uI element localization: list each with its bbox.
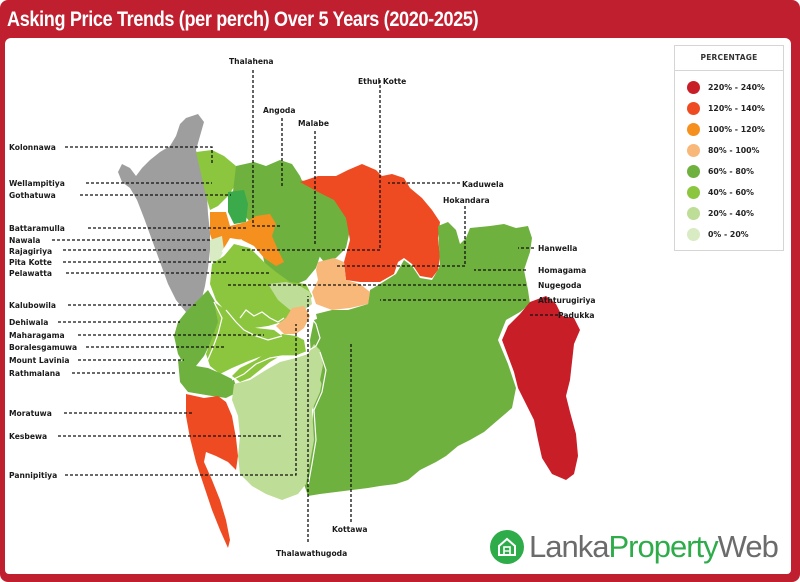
region-kottawa[interactable]: [316, 306, 380, 394]
brand-name-part1: Lanka: [529, 529, 609, 564]
label-hanwella: Hanwella: [538, 244, 577, 253]
legend-item: 0% - 20%: [687, 227, 749, 241]
region-battaramulla[interactable]: [210, 212, 284, 266]
label-athturugiriya: Athturugiriya: [538, 296, 596, 305]
legend-swatch-icon: [687, 143, 700, 157]
legend-label: 100% - 120%: [708, 124, 765, 134]
leader-lines: [52, 70, 558, 542]
label-dehiwala: Dehiwala: [9, 318, 48, 327]
label-hokandara: Hokandara: [443, 196, 490, 205]
legend-label: 20% - 40%: [708, 208, 754, 218]
label-pita-kotte: Pita Kotte: [9, 258, 52, 267]
label-ethul-kotte: Ethul Kotte: [358, 77, 406, 86]
area-labels: Kolonnawa Wellampitiya Gothatuwa Battara…: [9, 57, 596, 558]
region-rathmalana[interactable]: [178, 360, 238, 398]
legend-label: 0% - 20%: [708, 229, 749, 239]
legend-label: 60% - 80%: [708, 166, 754, 176]
label-kolonnawa: Kolonnawa: [9, 143, 56, 152]
label-kalubowila: Kalubowila: [9, 301, 56, 310]
label-nugegoda: Nugegoda: [538, 281, 582, 290]
legend-swatch-icon: [687, 80, 700, 94]
brand-name-part3: Web: [717, 529, 779, 564]
label-boralesgamuwa: Boralesgamuwa: [9, 343, 77, 352]
region-maharagama[interactable]: [206, 302, 282, 374]
region-gothatuwa[interactable]: [228, 190, 248, 224]
region-kaduwela[interactable]: [300, 164, 440, 282]
region-padukka[interactable]: [502, 296, 580, 480]
legend-swatch-icon: [687, 227, 700, 241]
label-pannipitiya: Pannipitiya: [9, 471, 57, 480]
brand-logo: LankaPropertyWeb: [490, 525, 779, 569]
label-padukka: Padukka: [558, 311, 595, 320]
region-malabe[interactable]: [300, 180, 350, 262]
legend-label: 120% - 140%: [708, 103, 765, 113]
region-colombo-city[interactable]: [118, 114, 210, 312]
legend-title: PERCENTAGE: [675, 46, 783, 71]
legend-item: 100% - 120%: [687, 122, 765, 136]
legend-label: 40% - 60%: [708, 187, 754, 197]
legend-item: 120% - 140%: [687, 101, 765, 115]
label-kesbewa: Kesbewa: [9, 432, 47, 441]
label-mount-lavinia: Mount Lavinia: [9, 356, 70, 365]
legend-swatch-icon: [687, 122, 700, 136]
legend-item: 20% - 40%: [687, 206, 754, 220]
brand-name: LankaPropertyWeb: [529, 529, 779, 565]
label-pelawatta: Pelawatta: [9, 269, 52, 278]
house-icon: [490, 530, 524, 564]
label-wellampitiya: Wellampitiya: [9, 179, 65, 188]
label-angoda: Angoda: [263, 106, 296, 115]
legend-item: 220% - 240%: [687, 80, 765, 94]
region-pita-kotte[interactable]: [210, 236, 224, 262]
district-boundaries: [205, 239, 327, 487]
region-moratuwa[interactable]: [186, 394, 238, 548]
legend-swatch-icon: [687, 101, 700, 115]
label-nawala: Nawala: [9, 236, 40, 245]
region-thalawathugoda[interactable]: [268, 282, 312, 312]
legend-swatch-icon: [687, 206, 700, 220]
region-kesbewa[interactable]: [232, 344, 324, 500]
label-maharagama: Maharagama: [9, 331, 65, 340]
label-malabe: Malabe: [298, 119, 329, 128]
legend-swatch-icon: [687, 185, 700, 199]
label-thalawathugoda: Thalawathugoda: [276, 549, 347, 558]
label-rathmalana: Rathmalana: [9, 369, 60, 378]
legend-label: 80% - 100%: [708, 145, 760, 155]
legend-item: 40% - 60%: [687, 185, 754, 199]
label-gothatuwa: Gothatuwa: [9, 191, 56, 200]
label-battaramulla: Battaramulla: [9, 224, 65, 233]
legend-label: 220% - 240%: [708, 82, 765, 92]
region-athturugiriya[interactable]: [312, 258, 370, 310]
region-angoda[interactable]: [232, 160, 322, 286]
legend: PERCENTAGE 220% - 240% 120% - 140% 100% …: [674, 45, 784, 251]
region-pannipitiya[interactable]: [276, 306, 310, 334]
brand-name-part2: Property: [608, 529, 718, 564]
legend-item: 60% - 80%: [687, 164, 754, 178]
region-dehiwala[interactable]: [174, 290, 220, 368]
page-title: Asking Price Trends (per perch) Over 5 Y…: [7, 8, 479, 31]
label-kottawa: Kottawa: [332, 525, 368, 534]
legend-swatch-icon: [687, 164, 700, 178]
label-moratuwa: Moratuwa: [9, 409, 52, 418]
region-hanwella[interactable]: [304, 222, 532, 496]
label-kaduwela: Kaduwela: [462, 180, 504, 189]
label-thalahena: Thalahena: [229, 57, 274, 66]
legend-item: 80% - 100%: [687, 143, 759, 157]
label-homagama: Homagama: [538, 266, 586, 275]
label-rajagiriya: Rajagiriya: [9, 247, 52, 256]
